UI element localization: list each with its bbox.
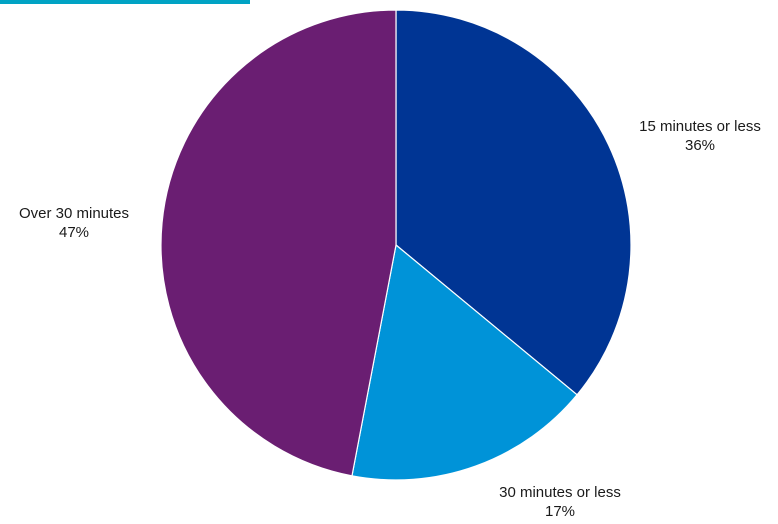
pie-slice-over-30-minutes — [160, 9, 397, 477]
slice-value-label: 36% — [685, 137, 715, 154]
slice-label: 30 minutes or less — [499, 484, 621, 501]
slice-label: Over 30 minutes — [19, 205, 129, 222]
pie-slice-15-minutes-or-less — [395, 9, 632, 396]
pie-slice-30-minutes-or-less — [351, 243, 578, 481]
slice-value-label: 17% — [545, 503, 575, 519]
slice-value-label: 47% — [59, 224, 89, 241]
pie-labels: 15 minutes or less 36% 30 minutes or less 1… — [19, 118, 761, 520]
slice-label: 15 minutes or less — [639, 118, 761, 135]
title-fragment — [0, 0, 250, 4]
pie-slices — [160, 9, 632, 481]
